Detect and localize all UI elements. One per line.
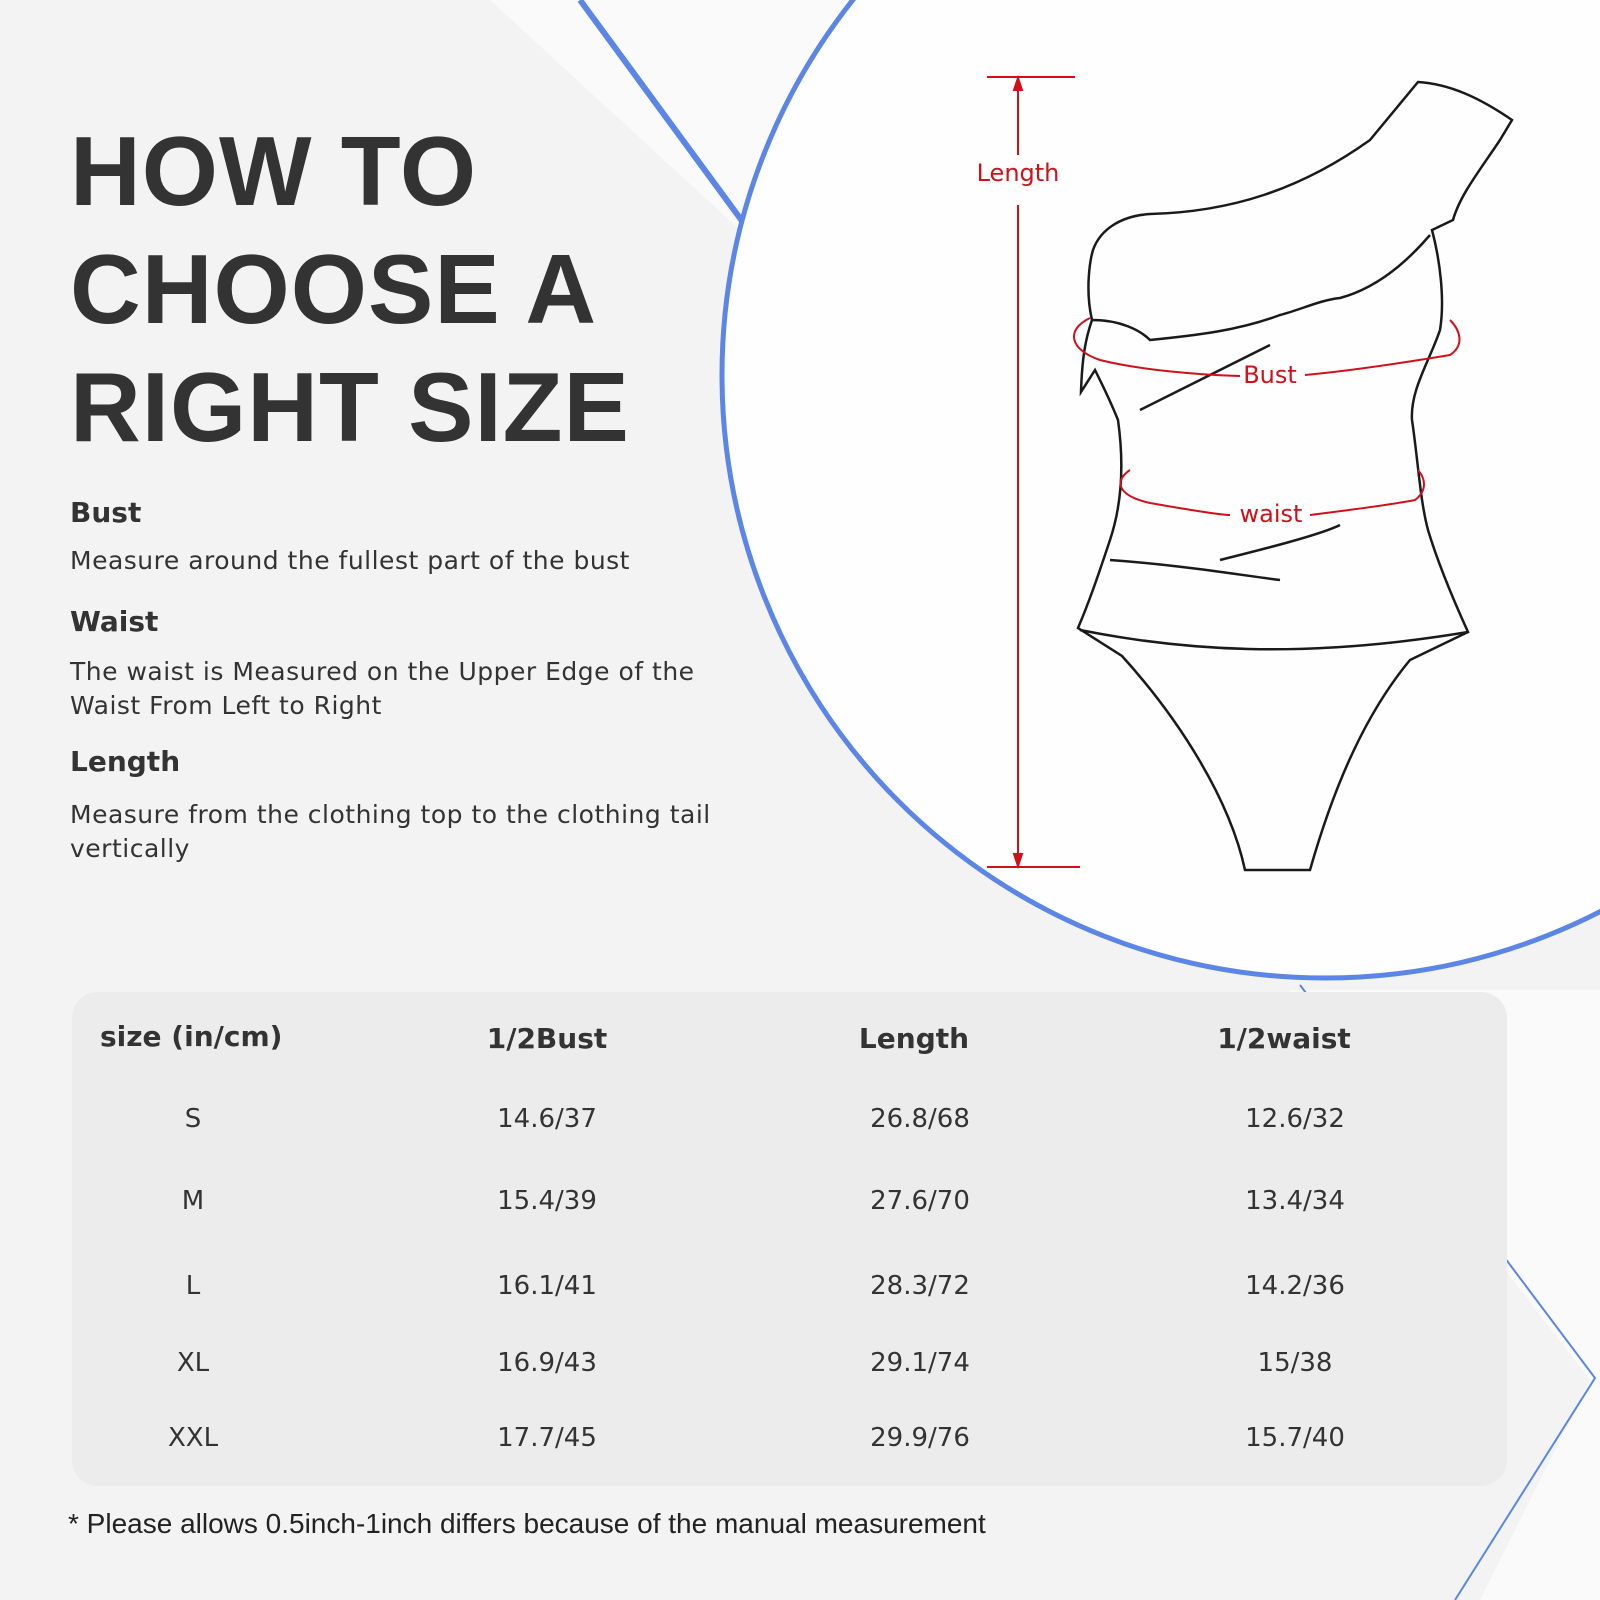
title-line: HOW TO (70, 116, 478, 226)
header-size: size (in/cm) (100, 1020, 283, 1053)
header-bust: 1/2Bust (486, 1022, 608, 1055)
waist-heading: Waist (70, 605, 159, 638)
value-cell: 14.6/37 (497, 1104, 597, 1134)
swimsuit-diagram: Length Bust waist (977, 74, 1514, 872)
diagram-circle (719, 0, 1600, 981)
value-cell: 17.7/45 (497, 1423, 597, 1453)
value-cell: 16.1/41 (497, 1271, 597, 1301)
value-cell: 14.2/36 (1245, 1271, 1345, 1301)
swimsuit-sketch (1076, 80, 1514, 872)
value-cell: 16.9/43 (497, 1348, 597, 1378)
size-cell: XXL (167, 1423, 219, 1453)
bust-description: Measure around the fullest part of the b… (70, 546, 630, 575)
size-cell: S (184, 1104, 202, 1134)
measurement-note: * Please allows 0.5inch-1inch differs be… (68, 1508, 986, 1539)
length-description: Measure from the clothing top to the clo… (70, 800, 711, 863)
waist-label: waist (1240, 500, 1303, 528)
page-title: HOW TO CHOOSE A RIGHT SIZE (70, 112, 630, 466)
value-cell: 28.3/72 (870, 1271, 970, 1301)
value-cell: 15/38 (1257, 1348, 1333, 1378)
size-cell: XL (176, 1348, 210, 1378)
waist-description: The waist is Measured on the Upper Edge … (70, 657, 695, 720)
size-cell: M (181, 1186, 205, 1216)
value-cell: 26.8/68 (870, 1104, 970, 1134)
value-cell: 13.4/34 (1245, 1186, 1345, 1216)
value-cell: 12.6/32 (1245, 1104, 1345, 1134)
header-length: Length (858, 1022, 970, 1055)
length-heading: Length (70, 745, 181, 778)
value-cell: 29.1/74 (870, 1348, 970, 1378)
header-waist: 1/2waist (1217, 1022, 1351, 1055)
length-label: Length (977, 159, 1060, 187)
bust-label: Bust (1243, 361, 1297, 389)
measurement-lines (987, 74, 1461, 870)
value-cell: 15.7/40 (1245, 1423, 1345, 1453)
title-line: CHOOSE A (70, 234, 598, 344)
bust-heading: Bust (70, 496, 142, 529)
title-line: RIGHT SIZE (70, 352, 630, 462)
size-chart-table: size (in/cm) 1/2Bust Length 1/2waist S 14… (72, 992, 1507, 1486)
value-cell: 15.4/39 (497, 1186, 597, 1216)
size-cell: L (185, 1271, 201, 1301)
value-cell: 29.9/76 (870, 1423, 970, 1453)
value-cell: 27.6/70 (870, 1186, 970, 1216)
